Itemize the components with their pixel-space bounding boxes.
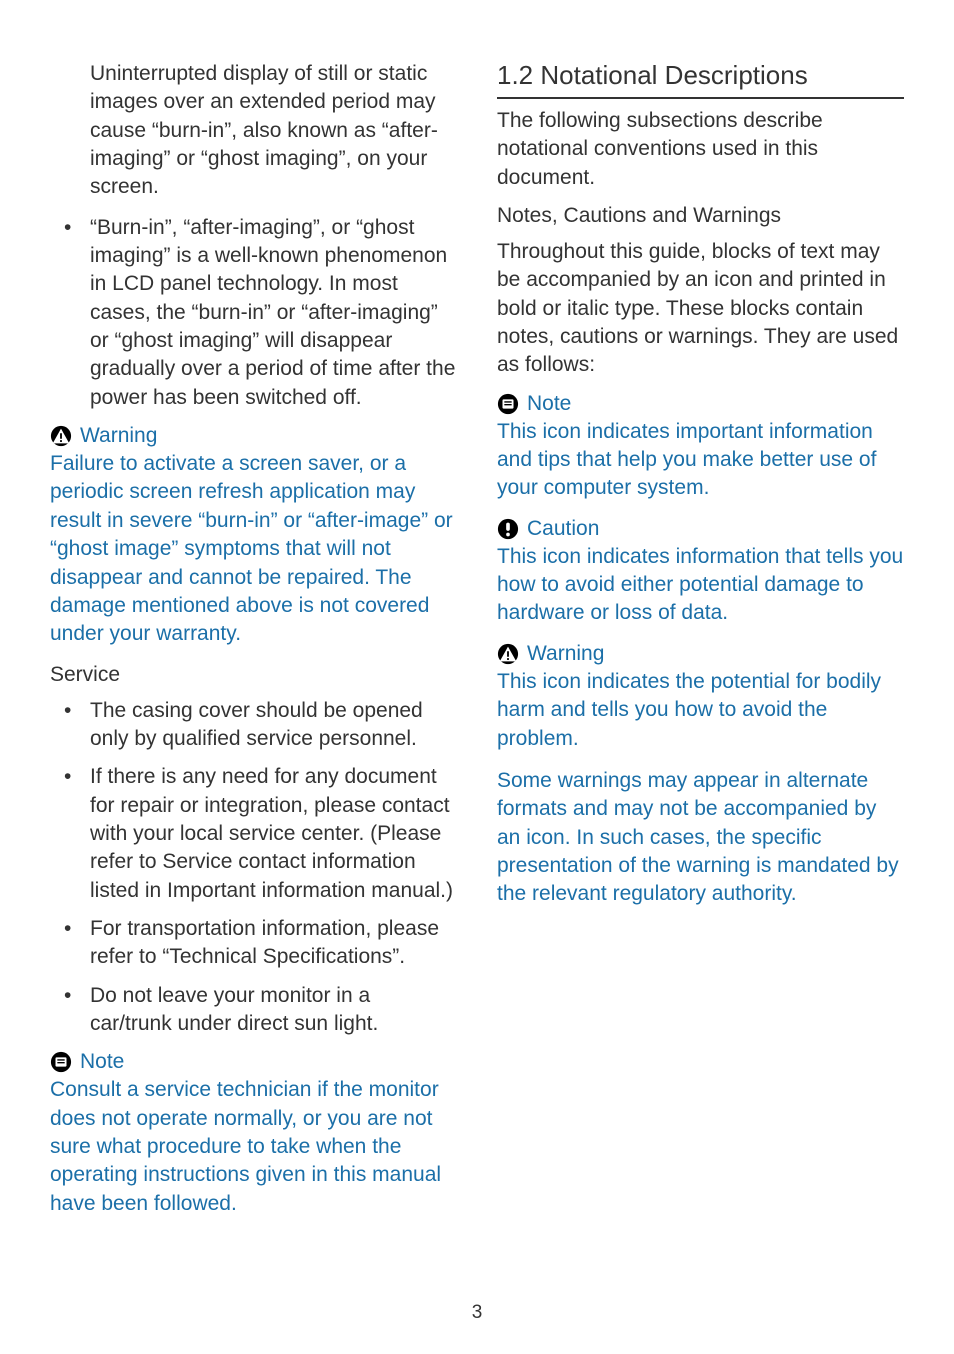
caution-body: This icon indicates information that tel… (497, 543, 904, 628)
section-rule (497, 97, 904, 99)
list-item: For transportation information, please r… (50, 915, 457, 972)
note-body: This icon indicates important informatio… (497, 418, 904, 503)
service-bullets: The casing cover should be opened only b… (50, 697, 457, 1039)
note-label: Note (527, 392, 571, 416)
note-body: Consult a service technician if the moni… (50, 1076, 457, 1218)
warning-body: Failure to activate a screen saver, or a… (50, 450, 457, 648)
section-intro: The following subsections describe notat… (497, 107, 904, 192)
warning-label: Warning (80, 424, 157, 448)
section-title: 1.2 Notational Descriptions (497, 60, 904, 91)
warning-icon (497, 643, 519, 665)
note-icon (50, 1051, 72, 1073)
service-heading: Service (50, 663, 457, 687)
note-heading: Note (497, 392, 904, 416)
warning-body: This icon indicates the potential for bo… (497, 668, 904, 753)
list-item: “Burn-in”, “after-imaging”, or “ghost im… (50, 214, 457, 412)
caution-label: Caution (527, 517, 599, 541)
list-item: If there is any need for any document fo… (50, 763, 457, 905)
warning-icon (50, 425, 72, 447)
list-item: The casing cover should be opened only b… (50, 697, 457, 754)
list-item: Do not leave your monitor in a car/trunk… (50, 982, 457, 1039)
note-heading: Note (50, 1050, 457, 1074)
caution-heading: Caution (497, 517, 904, 541)
caution-icon (497, 518, 519, 540)
ncw-heading: Notes, Cautions and Warnings (497, 204, 904, 228)
note-icon (497, 393, 519, 415)
warning-label: Warning (527, 642, 604, 666)
note-label: Note (80, 1050, 124, 1074)
closing-paragraph: Some warnings may appear in alternate fo… (497, 767, 904, 909)
warning-heading: Warning (50, 424, 457, 448)
left-column: Uninterrupted display of still or static… (50, 60, 457, 1232)
warning-heading: Warning (497, 642, 904, 666)
right-column: 1.2 Notational Descriptions The followin… (497, 60, 904, 1232)
intro-paragraph: Uninterrupted display of still or static… (50, 60, 457, 202)
ncw-body: Throughout this guide, blocks of text ma… (497, 238, 904, 380)
page-number: 3 (0, 1302, 954, 1324)
burnin-bullets: “Burn-in”, “after-imaging”, or “ghost im… (50, 214, 457, 412)
page-content: Uninterrupted display of still or static… (0, 0, 954, 1272)
